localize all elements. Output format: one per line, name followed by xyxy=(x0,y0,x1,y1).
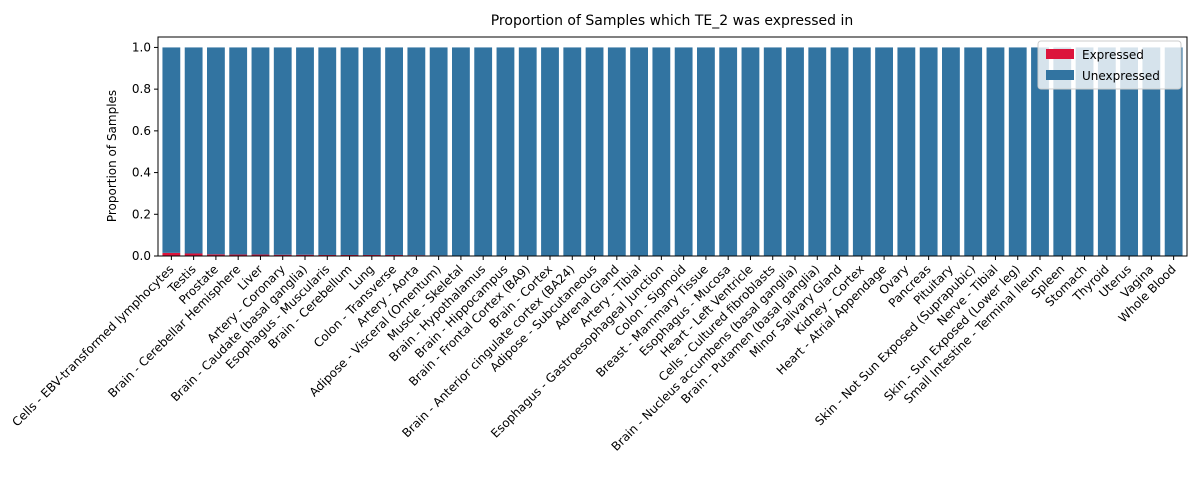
bar-unexpressed-32 xyxy=(875,47,893,257)
y-tick-label: 0.8 xyxy=(132,82,151,96)
chart-title: Proportion of Samples which TE_2 was exp… xyxy=(491,13,854,29)
bar-unexpressed-17 xyxy=(541,47,559,257)
bar-unexpressed-30 xyxy=(830,47,849,257)
bar-expressed-3 xyxy=(229,254,248,256)
bar-unexpressed-3 xyxy=(229,47,248,255)
bar-expressed-10 xyxy=(385,254,403,256)
bar-expressed-5 xyxy=(273,254,292,256)
bar-unexpressed-23 xyxy=(674,47,693,257)
bar-expressed-9 xyxy=(362,254,381,256)
plot-frame xyxy=(157,36,1188,257)
bar-unexpressed-27 xyxy=(763,47,782,257)
bar-unexpressed-36 xyxy=(964,47,983,257)
bar-unexpressed-25 xyxy=(719,47,738,257)
bar-unexpressed-10 xyxy=(385,47,403,255)
bar-unexpressed-18 xyxy=(563,47,582,257)
bar-unexpressed-24 xyxy=(697,47,715,257)
y-tick-label: 1.0 xyxy=(132,40,151,54)
y-tick-label: 0.0 xyxy=(132,249,151,263)
bar-expressed-7 xyxy=(318,254,337,256)
bar-unexpressed-41 xyxy=(1075,47,1094,257)
y-tick-label: 0.2 xyxy=(132,207,151,221)
bar-unexpressed-44 xyxy=(1142,47,1161,257)
y-axis-ticks: 0.0 0.2 0.4 0.6 0.8 1.0 xyxy=(132,40,158,263)
bar-unexpressed-42 xyxy=(1097,47,1116,257)
bar-unexpressed-37 xyxy=(986,47,1005,257)
x-axis-ticks: Cells - EBV-transformed lymphocytesTesti… xyxy=(9,256,1179,454)
bar-unexpressed-1 xyxy=(184,47,203,254)
y-tick-label: 0.4 xyxy=(132,166,151,180)
bar-unexpressed-31 xyxy=(852,47,871,257)
bar-unexpressed-11 xyxy=(407,47,426,256)
bar-unexpressed-14 xyxy=(474,47,493,257)
bar-unexpressed-4 xyxy=(251,47,270,255)
bar-unexpressed-28 xyxy=(786,47,804,257)
y-axis-label: Proportion of Samples xyxy=(105,90,119,222)
axes-frame xyxy=(157,36,1188,257)
bar-unexpressed-45 xyxy=(1164,47,1183,257)
bar-expressed-8 xyxy=(340,254,359,256)
legend-label-unexpressed: Unexpressed xyxy=(1082,69,1160,83)
y-tick-label: 0.6 xyxy=(132,124,151,138)
bars-layer xyxy=(162,47,1183,257)
legend-swatch-expressed xyxy=(1046,49,1074,59)
bar-expressed-4 xyxy=(251,254,270,256)
bar-unexpressed-43 xyxy=(1120,47,1138,257)
bar-unexpressed-34 xyxy=(919,47,938,257)
bar-unexpressed-5 xyxy=(273,47,292,255)
bar-unexpressed-19 xyxy=(585,47,604,257)
bar-unexpressed-40 xyxy=(1053,47,1072,257)
bar-unexpressed-39 xyxy=(1031,47,1049,257)
bar-unexpressed-6 xyxy=(296,47,314,255)
bar-unexpressed-16 xyxy=(518,47,537,257)
legend-label-expressed: Expressed xyxy=(1082,48,1144,62)
bar-unexpressed-22 xyxy=(652,47,671,257)
bar-expressed-2 xyxy=(207,254,225,256)
bar-unexpressed-33 xyxy=(897,47,916,257)
bar-unexpressed-20 xyxy=(607,47,626,257)
bar-unexpressed-38 xyxy=(1008,47,1027,257)
bar-unexpressed-0 xyxy=(162,47,181,253)
bar-unexpressed-29 xyxy=(808,47,827,257)
bar-unexpressed-35 xyxy=(942,47,960,257)
bar-unexpressed-15 xyxy=(496,47,515,257)
bar-unexpressed-21 xyxy=(630,47,648,257)
bar-unexpressed-13 xyxy=(452,47,470,257)
bar-unexpressed-26 xyxy=(741,47,760,257)
bar-unexpressed-12 xyxy=(429,47,448,256)
bar-unexpressed-2 xyxy=(207,47,225,255)
bar-expressed-6 xyxy=(296,254,314,256)
bar-unexpressed-9 xyxy=(362,47,381,255)
bar-expressed-0 xyxy=(162,252,181,256)
legend: Expressed Unexpressed xyxy=(1037,40,1182,90)
bar-unexpressed-8 xyxy=(340,47,359,255)
legend-swatch-unexpressed xyxy=(1046,70,1074,80)
bar-expressed-1 xyxy=(184,253,203,256)
bar-unexpressed-7 xyxy=(318,47,337,255)
